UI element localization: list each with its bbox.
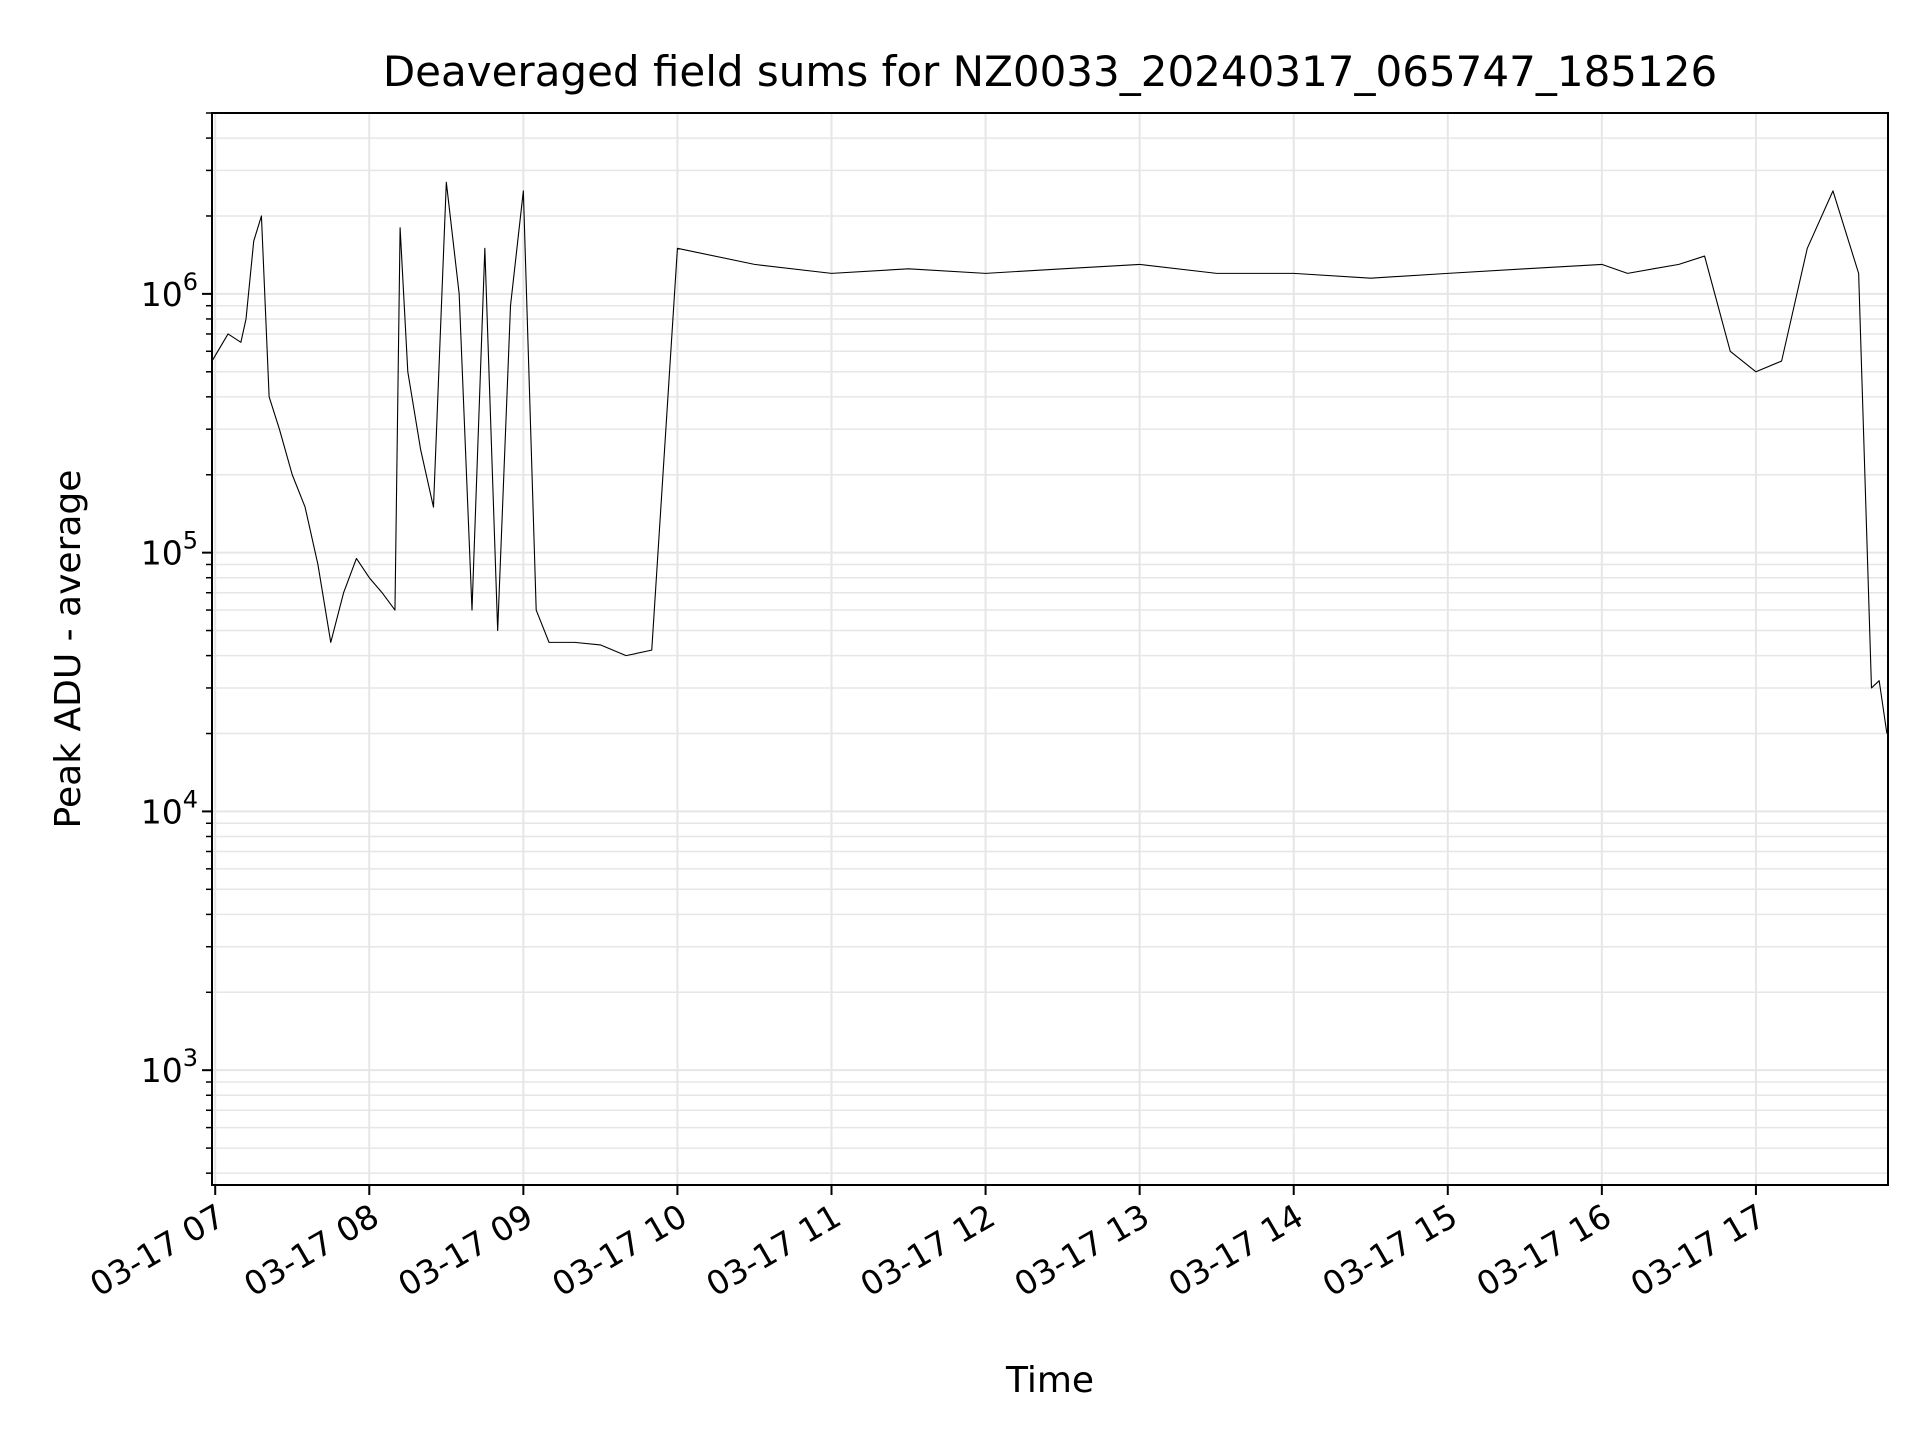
chart-title: Deaveraged field sums for NZ0033_2024031…: [383, 47, 1717, 96]
y-tick-label: 106: [141, 268, 198, 314]
y-axis-ticks: 103 104 105 106: [141, 112, 212, 1174]
grid: [212, 112, 1888, 1185]
axes-frame: [211, 112, 1889, 1186]
y-tick-label: 104: [141, 785, 198, 831]
x-axis-label: Time: [1005, 1360, 1094, 1401]
plot-area: [211, 181, 1888, 734]
y-axis-label: Peak ADU - average: [48, 470, 89, 829]
y-tick-label: 105: [141, 527, 198, 573]
series-line: [211, 181, 1888, 734]
y-tick-label: 103: [141, 1044, 198, 1090]
